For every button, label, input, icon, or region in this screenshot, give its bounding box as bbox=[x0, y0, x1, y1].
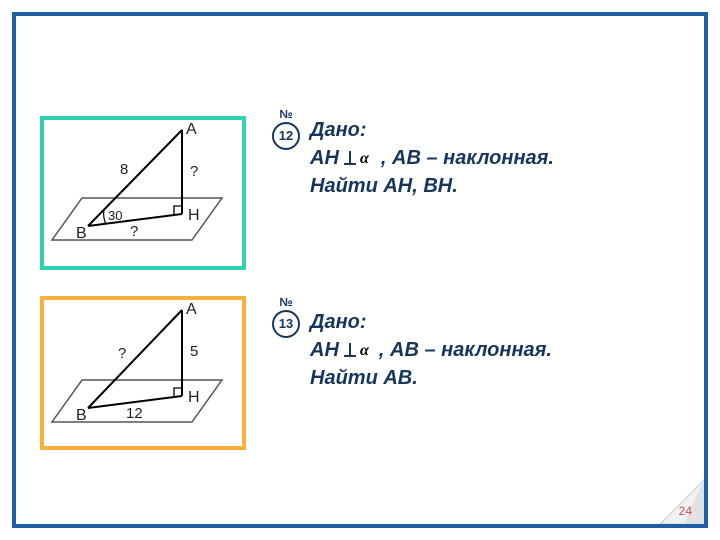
label-A: A bbox=[186, 121, 197, 138]
label-H: H bbox=[188, 389, 200, 406]
label-B: B bbox=[76, 225, 87, 242]
badge-prefix: № bbox=[268, 296, 304, 308]
given-line3: Найти АН, ВН. bbox=[310, 172, 554, 200]
label-B: B bbox=[76, 407, 87, 424]
given-text-1: Дано: АН α , АВ – наклонная. Найти АН, В… bbox=[310, 116, 554, 200]
label-BH-len: 12 bbox=[126, 405, 143, 422]
label-H: H bbox=[188, 207, 200, 224]
given-line2: АН α , АВ – наклонная. bbox=[310, 336, 552, 364]
label-A: A bbox=[186, 301, 197, 318]
given-line1: Дано: bbox=[310, 308, 552, 336]
given-line2: АН α , АВ – наклонная. bbox=[310, 144, 554, 172]
badge-prefix: № bbox=[268, 108, 304, 120]
geometry-diagram-1: A B H 8 ? ? 30 bbox=[44, 120, 242, 266]
diagram-box-1: A B H 8 ? ? 30 bbox=[40, 116, 246, 270]
label-AB-len: ? bbox=[118, 345, 126, 362]
badge-number: 12 bbox=[272, 122, 300, 150]
geometry-diagram-2: A B H ? 5 12 bbox=[44, 300, 242, 446]
problem-badge-2: № 13 bbox=[268, 296, 304, 338]
perp-alpha-icon: α bbox=[343, 341, 375, 359]
svg-text:α: α bbox=[360, 150, 370, 167]
label-BH-len: ? bbox=[130, 223, 138, 240]
page-number: 24 bbox=[679, 504, 692, 518]
perp-alpha-icon: α bbox=[343, 149, 377, 167]
label-AH-len: ? bbox=[190, 163, 198, 180]
svg-text:α: α bbox=[360, 342, 370, 359]
badge-number: 13 bbox=[272, 310, 300, 338]
diagram-box-2: A B H ? 5 12 bbox=[40, 296, 246, 450]
given-line3: Найти АВ. bbox=[310, 364, 552, 392]
label-AB-len: 8 bbox=[120, 161, 128, 178]
given-text-2: Дано: АН α , АВ – наклонная. Найти АВ. bbox=[310, 308, 552, 392]
label-AH-len: 5 bbox=[190, 343, 198, 360]
label-angle: 30 bbox=[108, 208, 122, 223]
given-line1: Дано: bbox=[310, 116, 554, 144]
problem-badge-1: № 12 bbox=[268, 108, 304, 150]
